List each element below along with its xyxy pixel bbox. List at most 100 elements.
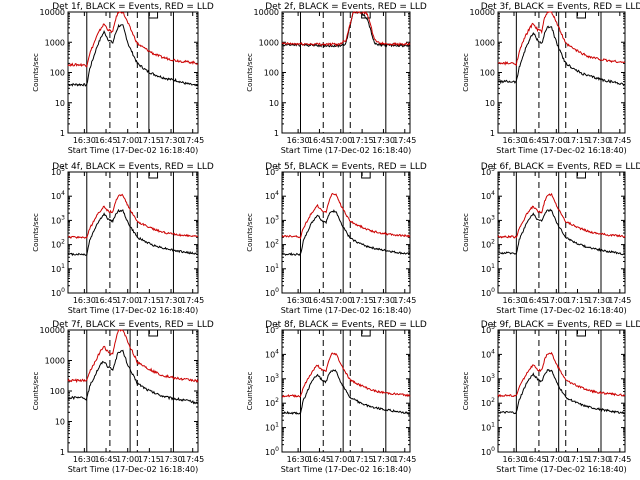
series-line-events xyxy=(497,25,626,87)
interval-bracket xyxy=(148,330,159,337)
chart-title: Det 8f, BLACK = Events, RED = LLD xyxy=(265,320,427,330)
interval-bracket xyxy=(361,172,371,179)
x-axis-label: Start Time (17-Dec-02 16:18:40) xyxy=(281,306,412,315)
y-tick-label: 100 xyxy=(481,446,495,457)
y-axis-label: Counts/sec xyxy=(462,53,470,92)
y-tick-label: 10000 xyxy=(40,326,65,335)
series-line-events xyxy=(67,23,199,87)
y-tick-label: 101 xyxy=(265,422,279,433)
y-tick-label: 1000 xyxy=(45,38,65,47)
x-axis-label: Start Time (17-Dec-02 16:18:40) xyxy=(68,146,199,155)
chart-title: Det 7f, BLACK = Events, RED = LLD xyxy=(52,320,214,330)
interval-bracket xyxy=(148,172,159,179)
x-axis-label: Start Time (17-Dec-02 16:18:40) xyxy=(281,465,412,474)
y-tick-label: 104 xyxy=(51,190,65,201)
y-tick-label: 105 xyxy=(265,166,279,177)
y-tick-label: 1 xyxy=(60,129,65,138)
series-line-events xyxy=(67,349,199,405)
plot-frame xyxy=(497,11,626,134)
chart-panel-4: Det 4f, BLACK = Events, RED = LLD Counts/… xyxy=(32,162,214,315)
x-tick-label: 17:30 xyxy=(372,296,395,305)
y-tick-label: 103 xyxy=(265,214,279,225)
chart-panel-8: Det 8f, BLACK = Events, RED = LLD Counts/… xyxy=(246,320,427,474)
y-tick-label: 10000 xyxy=(254,8,279,17)
x-tick-label: 16:45 xyxy=(308,136,331,145)
series-line-lld xyxy=(497,192,626,239)
chart-title: Det 2f, BLACK = Events, RED = LLD xyxy=(265,2,427,12)
series-line-lld xyxy=(67,193,199,240)
x-tick-label: 16:45 xyxy=(524,455,547,464)
series-line-lld xyxy=(497,11,626,67)
x-tick-label: 17:45 xyxy=(181,455,204,464)
y-tick-label: 100 xyxy=(480,69,495,78)
chart-title: Det 6f, BLACK = Events, RED = LLD xyxy=(481,162,640,172)
x-tick-label: 17:30 xyxy=(587,455,610,464)
y-tick-label: 101 xyxy=(265,263,279,274)
chart-panel-3: Det 3f, BLACK = Events, RED = LLD Counts/… xyxy=(462,2,640,155)
y-axis-label: Counts/sec xyxy=(32,53,40,92)
x-tick-label: 16:45 xyxy=(95,455,118,464)
x-tick-label: 17:15 xyxy=(138,136,161,145)
chart-title: Det 1f, BLACK = Events, RED = LLD xyxy=(52,2,214,12)
y-tick-label: 105 xyxy=(481,324,495,335)
chart-title: Det 4f, BLACK = Events, RED = LLD xyxy=(52,162,214,172)
y-tick-label: 102 xyxy=(51,239,65,250)
y-axis-label: Counts/sec xyxy=(246,53,254,92)
x-tick-label: 17:00 xyxy=(545,296,568,305)
y-tick-label: 100 xyxy=(265,446,279,457)
x-tick-label: 17:00 xyxy=(116,455,139,464)
x-tick-label: 16:45 xyxy=(95,296,118,305)
plot-frame xyxy=(67,171,199,294)
series-line-lld xyxy=(281,10,411,47)
y-axis-label: Counts/sec xyxy=(462,213,470,252)
chart-title: Det 5f, BLACK = Events, RED = LLD xyxy=(265,162,427,172)
y-tick-label: 1 xyxy=(60,448,65,457)
x-tick-label: 17:15 xyxy=(351,136,374,145)
chart-panel-5: Det 5f, BLACK = Events, RED = LLD Counts/… xyxy=(246,162,427,315)
plot-frame xyxy=(67,11,199,134)
x-tick-label: 17:45 xyxy=(608,455,631,464)
y-tick-label: 104 xyxy=(481,348,495,359)
y-axis-label: Counts/sec xyxy=(32,213,40,252)
chart-panel-9: Det 9f, BLACK = Events, RED = LLD Counts/… xyxy=(462,320,640,474)
y-tick-label: 103 xyxy=(481,373,495,384)
plot-frame xyxy=(497,171,626,294)
y-tick-label: 100 xyxy=(264,69,279,78)
series-line-events xyxy=(281,369,411,415)
y-tick-label: 103 xyxy=(51,214,65,225)
x-tick-label: 17:15 xyxy=(566,136,589,145)
chart-panel-2: Det 2f, BLACK = Events, RED = LLD Counts/… xyxy=(246,2,427,155)
y-tick-label: 100 xyxy=(481,287,495,298)
y-tick-label: 10000 xyxy=(470,8,495,17)
x-axis-label: Start Time (17-Dec-02 16:18:40) xyxy=(496,306,627,315)
x-tick-label: 17:15 xyxy=(351,455,374,464)
x-tick-label: 16:45 xyxy=(308,455,331,464)
x-tick-label: 17:30 xyxy=(372,455,395,464)
y-axis-label: Counts/sec xyxy=(462,372,470,411)
x-axis-label: Start Time (17-Dec-02 16:18:40) xyxy=(68,306,199,315)
x-tick-label: 17:15 xyxy=(351,296,374,305)
y-axis-label: Counts/sec xyxy=(246,372,254,411)
series-line-lld xyxy=(281,192,411,240)
series-line-lld xyxy=(67,11,199,68)
chart-panel-1: Det 1f, BLACK = Events, RED = LLD Counts/… xyxy=(32,2,214,155)
y-tick-label: 100 xyxy=(50,69,65,78)
series-line-lld xyxy=(67,329,199,384)
y-tick-label: 100 xyxy=(265,287,279,298)
interval-bracket xyxy=(576,12,586,19)
x-tick-label: 17:45 xyxy=(181,296,204,305)
y-tick-label: 101 xyxy=(481,263,495,274)
x-axis-label: Start Time (17-Dec-02 16:18:40) xyxy=(281,146,412,155)
x-tick-label: 17:30 xyxy=(372,136,395,145)
x-tick-label: 17:00 xyxy=(329,455,352,464)
y-tick-label: 102 xyxy=(265,397,279,408)
x-tick-label: 16:30 xyxy=(502,296,525,305)
y-tick-label: 100 xyxy=(51,287,65,298)
x-tick-label: 16:45 xyxy=(524,296,547,305)
y-axis-label: Counts/sec xyxy=(246,213,254,252)
y-tick-label: 1000 xyxy=(475,38,495,47)
x-tick-label: 17:15 xyxy=(138,455,161,464)
y-tick-label: 105 xyxy=(481,166,495,177)
x-tick-label: 16:30 xyxy=(287,136,310,145)
